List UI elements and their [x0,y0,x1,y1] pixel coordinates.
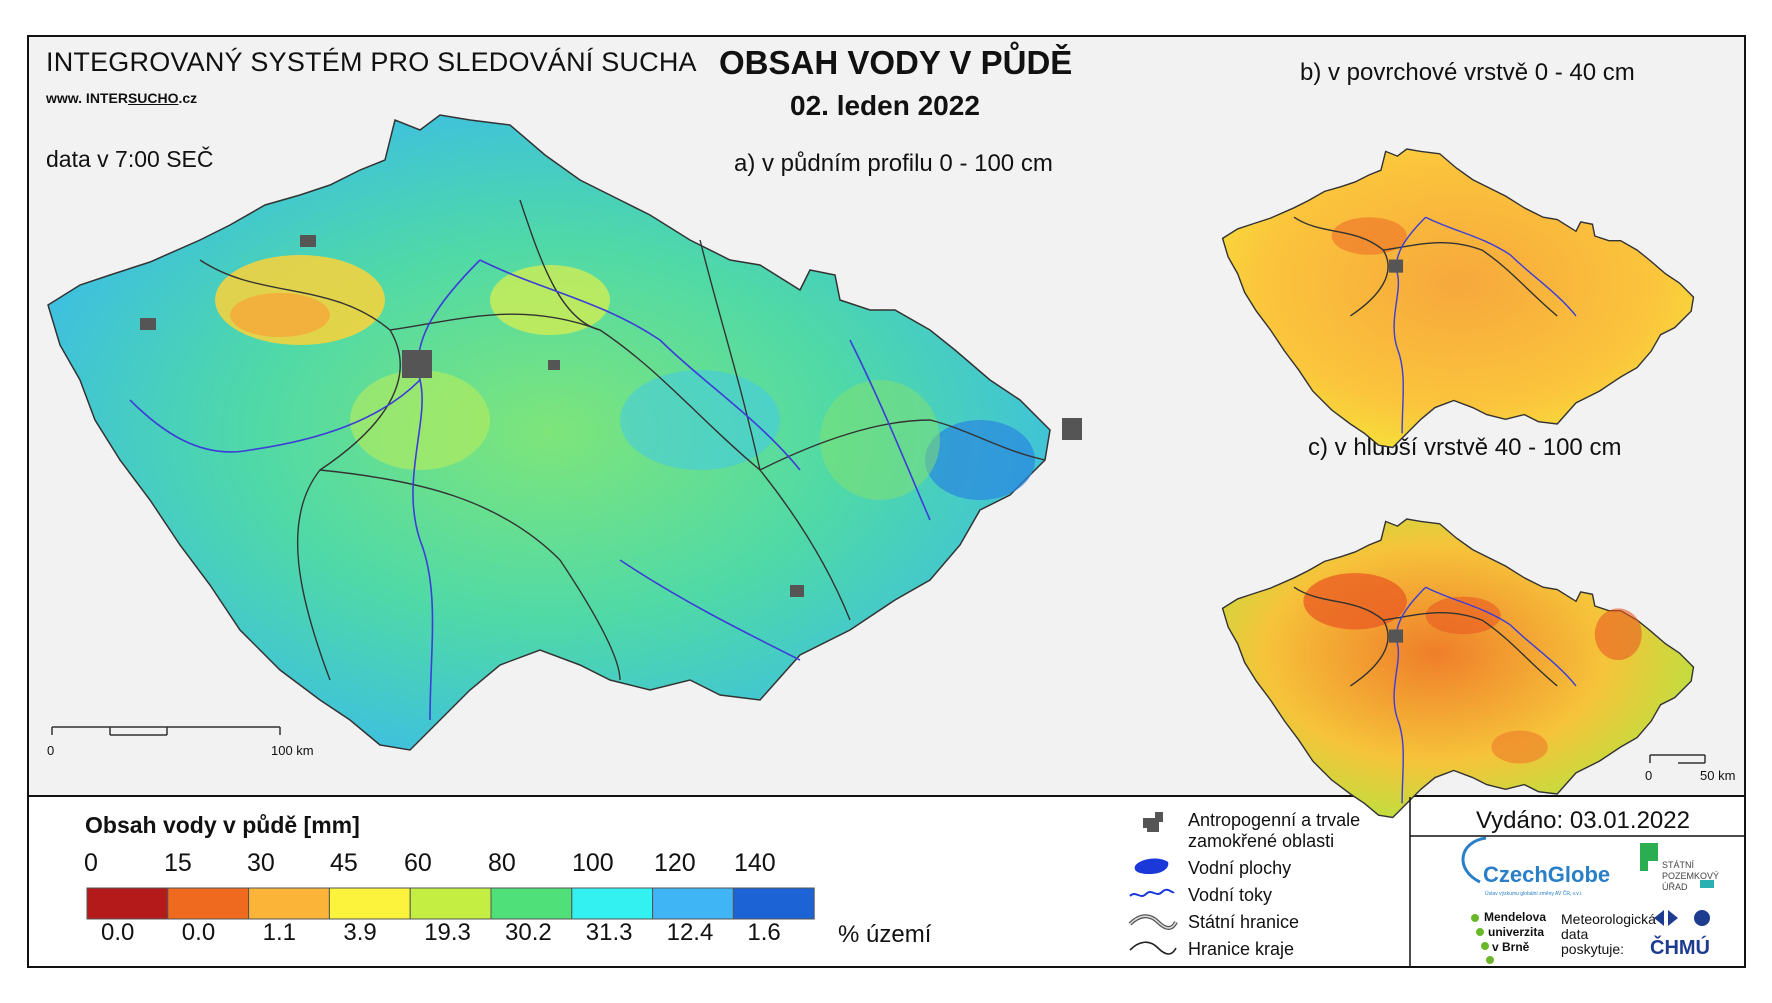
panel-a-title: a) v půdním profilu 0 - 100 cm [734,150,1053,177]
anthropogenic-icon [1143,812,1163,832]
legend-rivers: Vodní toky [1188,885,1273,905]
map-legend-symbols [1128,812,1178,955]
legend-tick: 15 [164,849,192,877]
data-time: data v 7:00 SEČ [46,146,214,172]
map-c [1221,518,1695,819]
scale-bar-small [1649,754,1706,764]
legend-title: Obsah vody v půdě [mm] [85,812,360,838]
legend-state-border: Státní hranice [1188,912,1300,932]
legend-anthropogenic: Antropogenní a trvale [1188,810,1361,830]
legend-percentage: 1.1 [262,919,296,946]
legend-swatch [732,887,815,920]
legend-swatch [571,887,654,920]
scale-main-end: 100 km [271,743,314,758]
legend-swatch [248,887,330,920]
system-title: INTEGROVANÝ SYSTÉM PRO SLEDOVÁNÍ SUCHA [46,47,697,77]
logo-mendel-2: univerzita [1488,925,1545,939]
legend-tick: 140 [734,849,776,877]
legend-percentage: 31.3 [585,919,633,946]
logo-spu-1: STÁTNÍ [1662,860,1695,870]
logo-meteo-3: poskytuje: [1561,941,1625,957]
legend-tick: 120 [654,849,696,877]
url-mid: SUCHO [127,90,179,106]
legend-percentage: 12.4 [666,919,714,946]
legend-percentage: 0.0 [101,919,135,946]
legend-swatch [490,887,573,920]
legend-colorbar [86,887,815,920]
legend-percentage: 3.9 [343,919,377,946]
legend-tick: 0 [84,849,98,877]
map-a [47,114,1082,751]
legend-region-border: Hranice kraje [1188,939,1295,959]
legend-swatch [409,887,492,920]
logo-graphics [1461,836,1714,964]
logo-czechglobe-sub: Ústav výzkumu globální změny AV ČR, v.v.… [1485,891,1583,897]
legend-swatch [328,887,411,920]
legend-panel [27,795,1746,968]
legend-percentage: 19.3 [424,919,471,946]
logo-mendel-1: Mendelova [1484,910,1547,924]
percent-unit: % území [838,921,932,948]
legend-tick: 100 [572,849,614,877]
legend-water-bodies: Vodní plochy [1188,858,1292,878]
legend-tick: 80 [488,849,516,877]
logo-mendel-3: v Brně [1492,940,1530,954]
page-title: OBSAH VODY V PŮDĚ [719,44,1073,81]
legend-swatch [167,887,250,920]
legend-percentage: 1.6 [747,919,781,946]
scale-bar-main [51,726,281,736]
legend-anthropogenic-2: zamokřené oblasti [1188,831,1335,851]
scale-small-end: 50 km [1700,768,1736,783]
legend-swatch [652,887,734,920]
region-border-icon [1129,941,1177,955]
state-border-icon-inner [1129,915,1177,929]
panel-c-title: c) v hlubší vrstvě 40 - 100 cm [1308,434,1622,461]
website-link[interactable]: www. INTERSUCHO.cz [46,90,197,106]
logo-spu-3: ÚŘAD [1662,882,1688,892]
map-b [1221,148,1695,449]
legend-percentage: 0.0 [181,919,216,946]
url-suffix: .cz [178,90,198,106]
water-body-icon [1134,858,1169,874]
logo-spu-2: POZEMKOVÝ [1662,871,1720,881]
legend-tick: 45 [330,849,358,877]
czechglobe-arc-icon [1461,836,1487,884]
url-prefix: www. INTER [46,90,128,106]
mendel-dot-icon [1471,914,1479,922]
issued-date: Vydáno: 03.01.2022 [1476,807,1690,834]
legend-tick: 30 [247,849,275,877]
logo-czechglobe: CzechGlobe [1483,862,1611,887]
logo-meteo-2: data [1561,926,1589,942]
logo-chmu: ČHMÚ [1650,937,1710,959]
scale-main-zero: 0 [47,743,55,758]
legend-percentage: 30.2 [505,919,552,946]
map-date: 02. leden 2022 [790,90,980,121]
legend-swatch [86,887,169,920]
chmu-mark-icon [1654,910,1678,926]
legend-tick: 60 [404,849,432,877]
panel-b-title: b) v povrchové vrstvě 0 - 40 cm [1300,59,1635,86]
scale-small-zero: 0 [1645,768,1653,783]
river-icon [1129,888,1175,897]
logo-meteo-1: Meteorologická [1561,911,1656,927]
